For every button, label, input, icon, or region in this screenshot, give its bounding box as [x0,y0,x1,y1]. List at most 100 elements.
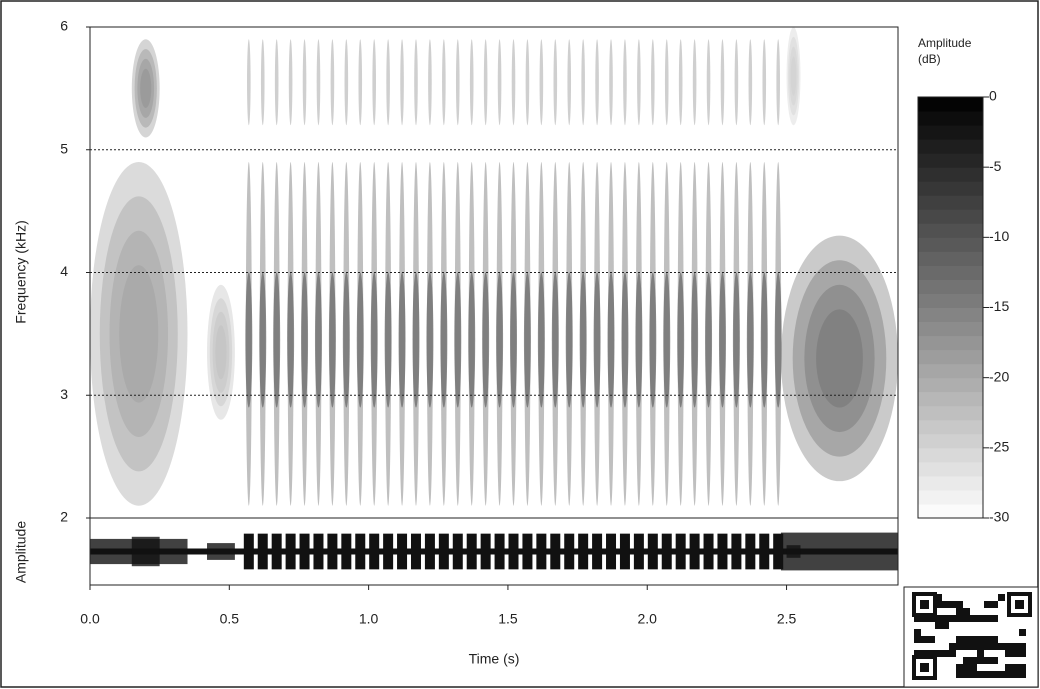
colorbar-tick-label: -25 [989,439,1009,455]
colorbar-cell [918,335,983,351]
wave-envelope [131,536,160,567]
qr-module [935,601,942,608]
pulse [288,39,293,126]
x-axis-label: Time (s) [469,651,520,667]
qr-module [970,643,977,650]
pulse [247,39,251,126]
pulse [718,272,726,408]
pulse [372,39,376,126]
qr-module [984,615,991,622]
pulse [482,272,490,408]
pulse [762,39,767,126]
qr-module [963,664,970,671]
pulse [732,272,740,408]
qr-module [949,643,956,650]
wave-pulse [536,533,547,570]
colorbar-cell [918,279,983,294]
wave-pulse [675,533,686,570]
wave-pulse [313,533,324,570]
qr-module [956,664,963,671]
wave-pulse [717,533,728,570]
colorbar-cell [918,307,983,323]
qr-code [903,586,1039,688]
pulse [607,272,615,408]
colorbar-cell [918,181,983,196]
x-tick-label: 1.0 [359,611,379,627]
colorbar-cell [918,447,983,463]
pulse [748,39,753,126]
qr-module [928,636,935,643]
qr-module [963,671,970,678]
pulse [386,39,390,126]
qr-module [998,643,1005,650]
qr-module [1019,629,1026,636]
pulse [635,272,643,408]
pulse [581,39,585,126]
qr-module [977,643,984,650]
qr-module [1019,664,1026,671]
qr-module [1012,664,1019,671]
qr-module [1005,671,1012,678]
qr-module [949,601,956,608]
pulse [273,272,281,408]
pulse [400,39,404,126]
colorbar-cell [918,391,983,407]
colorbar-cell [918,405,983,421]
qr-module [914,650,921,657]
pulse [523,272,531,408]
pulse [260,39,265,126]
pulse [316,39,321,126]
pulse [314,272,322,408]
y-tick-label: 3 [60,386,68,402]
pulse [245,272,253,408]
wave-pulse [508,533,519,570]
qr-module [1005,664,1012,671]
colorbar-tick-label: -30 [989,509,1009,525]
colorbar-label: (dB) [918,52,941,66]
wave-pulse [592,533,603,570]
pulse [609,39,613,126]
pulse [301,272,309,408]
pulse [595,39,599,126]
y-tick-label: 4 [60,263,68,279]
pulse [567,39,572,126]
call-blob [134,49,157,128]
wave-pulse [257,533,268,570]
qr-module [991,643,998,650]
pulse [356,272,364,408]
wave-pulse [759,533,770,570]
plot-border [89,26,899,586]
colorbar-cell [918,293,983,308]
pulse [539,39,544,126]
qr-module [1012,671,1019,678]
colorbar-cell [918,377,983,393]
qr-module [956,601,963,608]
call-blob [137,58,155,118]
wave-pulse [703,533,714,570]
wave-pulse [299,533,310,570]
colorbar-cell [918,321,983,337]
qr-module [977,615,984,622]
colorbar-cell [918,111,983,126]
qr-module [956,608,963,615]
qr-module [963,636,970,643]
pulse [621,272,629,408]
qr-finder-core [920,663,929,672]
spectrogram [90,27,899,506]
pulse [579,272,587,408]
x-tick-label: 0.5 [220,611,240,627]
pulse [551,272,559,408]
qr-module [991,657,998,664]
qr-module [1005,643,1012,650]
colorbar-tick-label: -20 [989,368,1009,384]
qr-module [956,643,963,650]
colorbar-tick-label: -10 [989,228,1009,244]
wave-pulse [689,533,700,570]
pulse [496,272,504,408]
pulse [565,272,573,408]
call-blob [790,56,797,96]
x-tick-label: 2.5 [777,611,797,627]
pulse [259,272,267,408]
